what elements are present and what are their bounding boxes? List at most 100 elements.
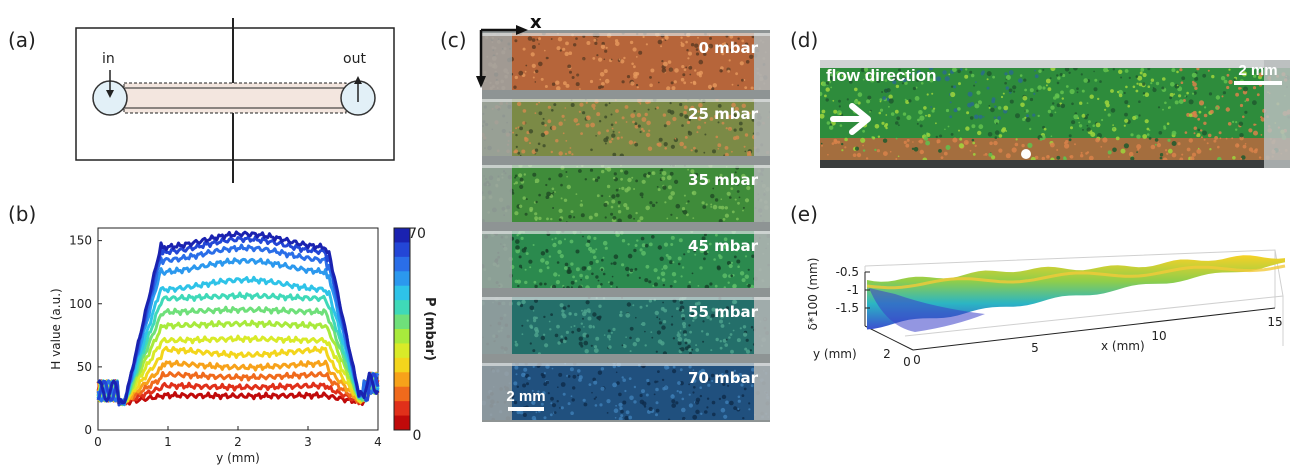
speckle: [660, 45, 663, 48]
speckle: [552, 242, 557, 248]
speckle: [688, 324, 691, 327]
speckle: [741, 78, 744, 82]
speckle: [646, 120, 651, 126]
speckle: [593, 255, 597, 260]
speckle: [1097, 97, 1100, 101]
speckle: [1207, 133, 1212, 138]
speckle: [625, 206, 630, 210]
speckle: [590, 344, 593, 347]
speckle: [641, 322, 646, 326]
speckle: [593, 380, 598, 385]
speckle: [565, 83, 570, 88]
speckle: [612, 130, 615, 133]
speckle: [564, 51, 569, 57]
speckle: [664, 364, 669, 370]
speckle: [1046, 155, 1050, 159]
speckle: [604, 78, 610, 84]
speckle: [529, 142, 531, 145]
speckle: [1136, 151, 1138, 153]
speckle: [635, 211, 638, 215]
speckle: [1081, 114, 1086, 118]
speckle: [1142, 134, 1148, 139]
speckle: [722, 218, 726, 221]
speckle: [876, 79, 881, 83]
speckle: [1252, 86, 1257, 90]
colorbar-segment: [394, 228, 410, 243]
speckle: [916, 70, 922, 76]
speckle: [676, 333, 681, 338]
speckle: [739, 271, 745, 276]
speckle: [593, 345, 598, 349]
speckle: [635, 72, 640, 76]
speckle: [657, 39, 663, 45]
strip-outlet-edge: [754, 297, 770, 354]
speckle: [906, 138, 910, 142]
colorbar-segment: [394, 285, 410, 301]
speckle: [622, 378, 626, 382]
speckle: [543, 416, 547, 420]
speckle: [688, 365, 692, 369]
speckle: [697, 285, 700, 287]
flow-photo-top-edge: [820, 60, 1290, 68]
speckle: [557, 386, 559, 388]
speckle: [750, 86, 754, 90]
speckle: [1128, 76, 1131, 79]
speckle: [660, 271, 666, 277]
speckle: [879, 108, 884, 112]
speckle: [556, 261, 560, 264]
pressure-strip: 25 mbar: [482, 99, 770, 156]
speckle: [974, 144, 977, 147]
speckle: [688, 393, 691, 396]
speckle: [1159, 153, 1164, 157]
speckle: [515, 145, 518, 148]
speckle: [692, 173, 695, 176]
speckle: [519, 177, 524, 182]
speckle: [670, 144, 675, 149]
speckle: [1194, 76, 1199, 81]
speckle: [712, 412, 716, 417]
speckle: [604, 49, 608, 53]
speckle: [739, 127, 743, 132]
flow-photo-bottom-edge: [820, 160, 1290, 168]
speckle: [869, 75, 872, 78]
speckle: [733, 369, 736, 372]
speckle: [559, 49, 562, 52]
speckle: [852, 153, 857, 157]
pressure-strip: 0 mbar: [482, 33, 770, 90]
speckle: [513, 381, 518, 386]
speckle: [744, 42, 749, 47]
speckle: [957, 107, 961, 111]
speckle: [615, 41, 620, 47]
speckle: [992, 75, 995, 79]
speckle: [604, 103, 608, 107]
speckle: [1123, 143, 1129, 149]
speckle: [653, 282, 658, 287]
speckle: [1174, 100, 1179, 105]
speckle: [1138, 82, 1143, 87]
speckle: [524, 212, 528, 216]
speckle: [1223, 79, 1228, 84]
speckle: [685, 66, 688, 69]
speckle: [1064, 143, 1070, 149]
speckle: [938, 149, 942, 153]
speckle: [596, 54, 599, 57]
speckle: [1093, 87, 1098, 92]
speckle: [585, 101, 588, 104]
speckle: [650, 68, 655, 73]
speckle: [569, 367, 574, 372]
speckle: [869, 77, 875, 83]
speckle: [914, 96, 920, 101]
speckle: [1156, 143, 1161, 148]
speckle: [741, 39, 745, 43]
speckle: [610, 212, 614, 216]
speckle: [588, 324, 593, 329]
speckle: [514, 365, 519, 370]
speckle: [744, 150, 747, 153]
speckle: [599, 78, 602, 81]
speckle: [517, 151, 521, 155]
speckle: [1095, 137, 1100, 143]
speckle: [599, 72, 605, 77]
colorbar-segment: [394, 386, 410, 402]
speckle: [721, 373, 724, 376]
x-axis-label: y (mm): [216, 451, 260, 465]
